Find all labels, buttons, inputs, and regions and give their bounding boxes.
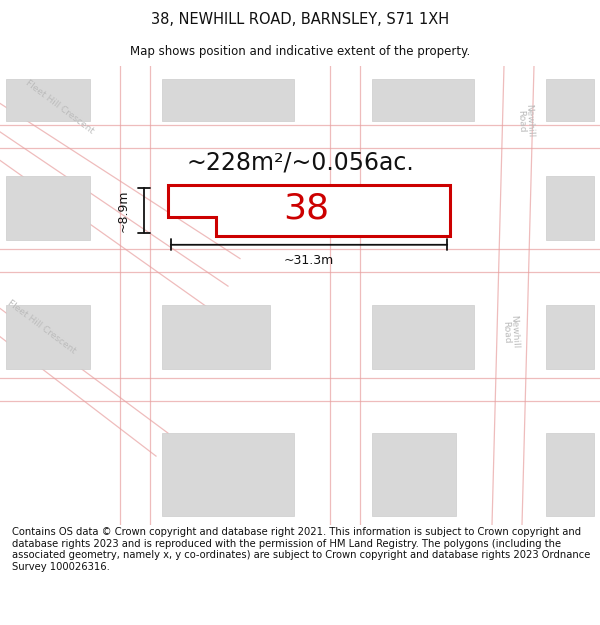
Bar <box>6 79 90 121</box>
Polygon shape <box>168 185 450 236</box>
Text: Newhill
Road: Newhill Road <box>515 104 535 138</box>
Bar <box>6 304 90 369</box>
Bar <box>546 79 594 121</box>
Text: Contains OS data © Crown copyright and database right 2021. This information is : Contains OS data © Crown copyright and d… <box>12 527 590 572</box>
Bar <box>162 304 270 369</box>
Text: Newhill
Road: Newhill Road <box>500 315 520 349</box>
Bar <box>546 304 594 369</box>
Text: ~31.3m: ~31.3m <box>284 254 334 268</box>
Text: ~8.9m: ~8.9m <box>116 189 130 232</box>
Text: ~228m²/~0.056ac.: ~228m²/~0.056ac. <box>186 150 414 174</box>
Bar <box>372 433 456 516</box>
Bar <box>546 176 594 240</box>
Bar <box>162 79 294 121</box>
Bar <box>372 304 474 369</box>
Bar <box>6 176 90 240</box>
Text: 38, NEWHILL ROAD, BARNSLEY, S71 1XH: 38, NEWHILL ROAD, BARNSLEY, S71 1XH <box>151 12 449 27</box>
Text: Fleet Hill Crescent: Fleet Hill Crescent <box>6 299 78 356</box>
Text: 38: 38 <box>283 191 329 225</box>
Bar <box>162 433 294 516</box>
Text: Map shows position and indicative extent of the property.: Map shows position and indicative extent… <box>130 45 470 58</box>
Bar <box>546 433 594 516</box>
Text: Fleet Hill Crescent: Fleet Hill Crescent <box>24 78 96 136</box>
Bar <box>372 79 474 121</box>
